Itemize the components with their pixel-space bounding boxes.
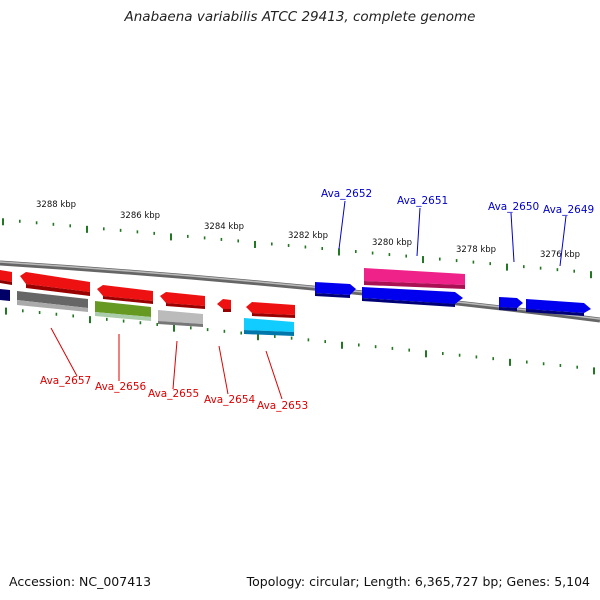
gene-arrow-partial-left[interactable] — [0, 270, 12, 285]
scale-label: 3284 kbp — [204, 222, 244, 232]
gene-arrow-ava-2654[interactable] — [217, 299, 231, 312]
gene-arrow-ava-2652[interactable] — [315, 282, 356, 298]
gene-block-ava-2653[interactable] — [244, 318, 294, 336]
gene-block-ava-2655[interactable] — [158, 310, 203, 327]
scale-ticks-inner — [5, 307, 595, 375]
scale-ticks-outer — [2, 218, 592, 279]
gene-label-reverse[interactable]: Ava_2653 — [257, 400, 308, 412]
scale-label: 3278 kbp — [456, 245, 496, 255]
gene-block-ava-2651[interactable] — [364, 268, 465, 289]
leader-line — [416, 207, 421, 257]
gene-label-reverse[interactable]: Ava_2654 — [204, 394, 256, 406]
gene-label-forward[interactable]: Ava_2651 — [397, 195, 448, 207]
leader-line — [50, 327, 78, 377]
gene-arrow-ava-2650[interactable] — [499, 297, 523, 311]
map-title: Anabaena variabilis ATCC 29413, complete… — [124, 9, 476, 25]
gene-arrow-ava-2649[interactable] — [526, 299, 591, 316]
genome-summary-text: Topology: circular; Length: 6,365,727 bp… — [246, 574, 590, 589]
leader-line — [218, 345, 229, 395]
gene-label-forward[interactable]: Ava_2649 — [543, 204, 594, 216]
gene-block-navy[interactable] — [0, 289, 10, 301]
scale-label: 3276 kbp — [540, 250, 580, 260]
gene-label-reverse[interactable]: Ava_2655 — [148, 388, 199, 400]
gene-label-reverse[interactable]: Ava_2657 — [40, 375, 91, 387]
scale-label: 3288 kbp — [36, 200, 76, 210]
scale-label: 3286 kbp — [120, 211, 160, 221]
gene-arrow-ava-2651-lower[interactable] — [362, 287, 463, 307]
gene-block-ava-2656[interactable] — [95, 301, 151, 321]
gene-arrow-ava-2657-top[interactable] — [20, 272, 90, 296]
gene-arrow-red-5[interactable] — [246, 302, 295, 318]
gene-block-ava-2657[interactable] — [17, 291, 88, 312]
leader-line — [172, 340, 178, 390]
gene-label-forward[interactable]: Ava_2650 — [488, 201, 539, 213]
scale-label: 3280 kbp — [372, 238, 412, 248]
leader-line — [338, 200, 346, 250]
gene-arrow-red-3[interactable] — [160, 292, 205, 309]
scale-label: 3282 kbp — [288, 231, 328, 241]
leader-line — [265, 350, 283, 400]
leader-line — [510, 212, 515, 263]
leader-line — [559, 215, 567, 267]
accession-text: Accession: NC_007413 — [9, 574, 152, 589]
gene-arrow-red-2[interactable] — [97, 285, 153, 304]
gene-label-forward[interactable]: Ava_2652 — [321, 188, 372, 200]
gene-label-reverse[interactable]: Ava_2656 — [95, 381, 147, 393]
